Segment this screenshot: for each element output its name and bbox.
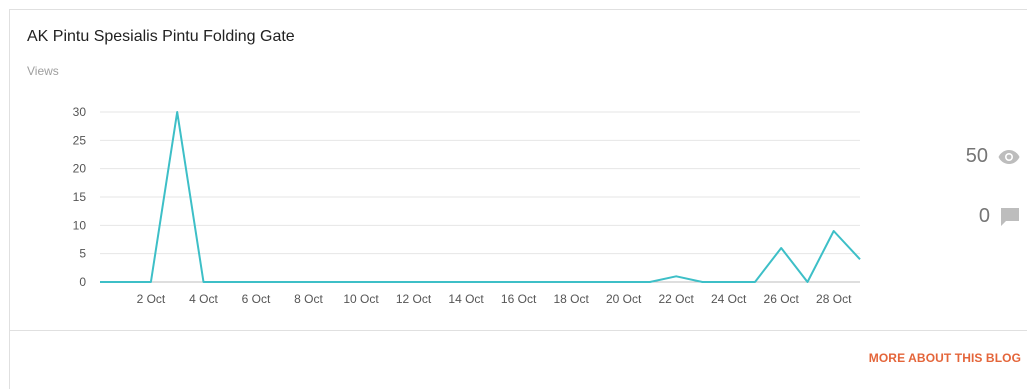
x-tick-label: 16 Oct (501, 292, 537, 306)
comments-total-value: 0 (978, 205, 990, 227)
x-tick-label: 6 Oct (242, 292, 271, 306)
x-tick-label: 22 Oct (658, 292, 694, 306)
blog-stats-card (9, 9, 1027, 389)
y-tick-label: 20 (73, 162, 87, 176)
x-tick-label: 14 Oct (448, 292, 484, 306)
x-tick-label: 28 Oct (816, 292, 852, 306)
comment-icon (1001, 207, 1019, 226)
views-series-line (100, 111, 861, 283)
views-line-chart: 0 5 10 15 20 25 30 2 Oct 4 Oct 6 Oct 8 Oct 10 Oct 1… (73, 105, 861, 306)
views-total-stat: 50 (966, 145, 1020, 168)
x-tick-label: 18 Oct (553, 292, 589, 306)
x-tick-label: 24 Oct (711, 292, 747, 306)
x-tick-label: 26 Oct (764, 292, 800, 306)
card-divider (9, 330, 1027, 331)
y-tick-label: 5 (79, 247, 86, 261)
chart-y-axis: 0 5 10 15 20 25 30 (73, 105, 87, 289)
x-tick-label: 12 Oct (396, 292, 432, 306)
y-tick-label: 10 (73, 218, 87, 232)
x-tick-label: 2 Oct (137, 292, 166, 306)
x-tick-label: 4 Oct (189, 292, 218, 306)
eye-icon (998, 149, 1020, 164)
y-tick-label: 0 (79, 275, 86, 289)
y-tick-label: 15 (73, 190, 87, 204)
x-tick-label: 20 Oct (606, 292, 642, 306)
blog-title: AK Pintu Spesialis Pintu Folding Gate (27, 28, 295, 45)
y-tick-label: 25 (73, 133, 87, 147)
y-tick-label: 30 (73, 105, 87, 119)
chart-gridlines (100, 111, 860, 283)
metric-label: Views (27, 64, 59, 78)
more-about-blog-link[interactable]: MORE ABOUT THIS BLOG (868, 351, 1021, 365)
chart-x-axis: 2 Oct 4 Oct 6 Oct 8 Oct 10 Oct 12 Oct 14 Oct 16… (137, 292, 852, 306)
x-tick-label: 10 Oct (343, 292, 379, 306)
x-tick-label: 8 Oct (294, 292, 323, 306)
views-total-value: 50 (965, 145, 988, 167)
comments-total-stat: 0 (979, 205, 1020, 228)
